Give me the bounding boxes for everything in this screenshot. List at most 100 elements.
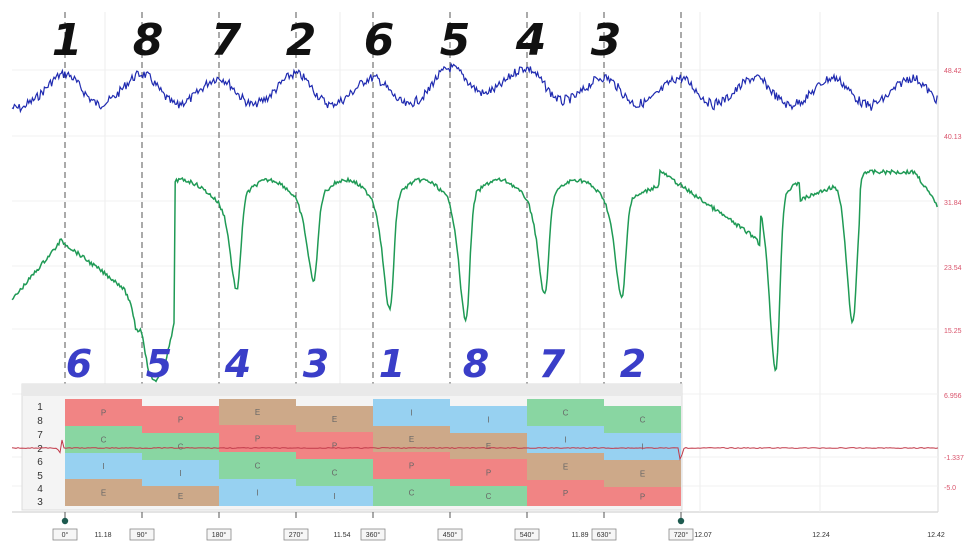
table-cell-letter: E — [101, 489, 106, 498]
cycle-number-mid: 2 — [620, 342, 646, 386]
cycle-number-mid: 4 — [224, 342, 251, 386]
cycle-number-top: 2 — [286, 15, 317, 66]
table-cell-letter: C — [178, 443, 184, 452]
table-row-label: 8 — [37, 416, 43, 427]
table-row-label: 2 — [37, 444, 43, 455]
table-cell — [65, 399, 142, 426]
y-tick-label: 15.25 — [944, 328, 962, 335]
table-cell — [296, 459, 373, 486]
cycle-number-top: 8 — [133, 15, 164, 66]
table-cell-letter: C — [409, 489, 415, 498]
table-cell — [65, 479, 142, 506]
x-tick-box — [514, 528, 540, 541]
x-tick-label: 12.24 — [812, 532, 830, 539]
x-tick-label: 450° — [443, 531, 458, 539]
x-tick-box — [437, 528, 463, 541]
table-row-label: 1 — [37, 402, 43, 413]
cycle-number-mid: 3 — [303, 342, 329, 386]
x-tick-label: 630° — [597, 531, 612, 539]
table-panel-header — [22, 384, 682, 396]
x-tick-label: 12.07 — [694, 532, 712, 539]
table-cell-letter: E — [332, 415, 337, 424]
table-cell — [373, 399, 450, 426]
x-tick-label: 270° — [289, 531, 304, 539]
cycle-number-mid: 1 — [379, 342, 405, 386]
x-tick-label: 90° — [137, 531, 148, 539]
cycle-number-top: 4 — [515, 15, 547, 66]
red-trace-line — [11, 439, 939, 461]
table-cell-letter: E — [178, 492, 183, 501]
x-tick-label: 540° — [520, 531, 535, 539]
cycle-number-top: 6 — [364, 15, 395, 66]
table-row-label: 6 — [37, 457, 43, 468]
table-row-label: 5 — [37, 471, 43, 482]
table-cell — [296, 486, 373, 506]
table-cell — [527, 480, 604, 506]
table-cell-letter: C — [332, 469, 338, 478]
x-tick-label: 11.89 — [572, 532, 589, 539]
x-tick-box — [283, 528, 309, 541]
cycle-number-mid: 7 — [539, 342, 566, 386]
table-cell-letter: I — [410, 409, 412, 418]
table-cell — [219, 452, 296, 479]
x-tick-label: 11.54 — [334, 532, 351, 539]
table-row-label: 4 — [37, 484, 43, 495]
table-cell-letter: E — [409, 435, 414, 444]
cycle-boundary-marker — [677, 517, 685, 525]
cycle-number-mid: 8 — [463, 342, 489, 386]
table-cell-letter: I — [333, 492, 335, 501]
x-tick-box — [360, 528, 386, 541]
table-cell-letter: E — [563, 463, 568, 472]
table-cell — [219, 479, 296, 506]
table-cell — [527, 453, 604, 480]
table-cell-letter: C — [255, 462, 261, 471]
table-cell-letter: E — [486, 442, 491, 451]
cycle-number-top: 7 — [211, 15, 242, 66]
y-tick-label: 48.42 — [944, 68, 962, 75]
table-cell-letter: P — [255, 435, 260, 444]
table-cell — [450, 459, 527, 486]
blue-trace-line — [11, 62, 938, 114]
table-row-label: 7 — [37, 430, 43, 441]
x-tick-box — [591, 528, 617, 541]
table-cell — [450, 433, 527, 459]
x-tick-box — [129, 528, 155, 541]
x-tick-label: 180° — [212, 531, 227, 539]
cycle-number-top: 1 — [52, 15, 83, 66]
table-cell-letter: C — [101, 436, 107, 445]
table-cell-letter: P — [332, 442, 337, 451]
table-cell — [65, 453, 142, 479]
x-tick-label: 11.18 — [95, 532, 112, 539]
x-tick-box — [206, 528, 232, 541]
table-cell — [219, 399, 296, 425]
table-cell-letter: C — [640, 416, 646, 425]
cycle-number-top: 5 — [440, 15, 471, 66]
x-tick-label: 12.42 — [927, 532, 945, 539]
table-cell — [604, 487, 681, 506]
table-cell-letter: I — [179, 469, 181, 478]
y-tick-label: 40.13 — [944, 134, 962, 141]
table-cell-letter: P — [101, 409, 106, 418]
cycle-boundary-marker — [61, 517, 69, 525]
x-tick-box — [52, 528, 78, 541]
y-tick-label: 23.54 — [944, 265, 962, 272]
table-cell — [604, 406, 681, 433]
y-tick-label: 31.84 — [944, 200, 962, 207]
table-cell-letter: I — [487, 416, 489, 425]
table-cell — [373, 452, 450, 479]
table-cell-letter: E — [255, 408, 260, 417]
cycle-number-mid: 5 — [146, 342, 172, 386]
table-cell — [527, 399, 604, 426]
table-cell-letter: P — [640, 493, 645, 502]
y-tick-label: 6.956 — [944, 393, 962, 400]
cycle-number-mid: 6 — [66, 342, 92, 386]
firing-order-table: 1 8 7 2 6 5 4 3 P C I E P C I E E P C I E P C I I E P C I E P C C I E P C I E P — [21, 383, 683, 511]
cycle-number-top: 3 — [591, 15, 622, 66]
table-row-label: 3 — [37, 497, 43, 508]
table-cell-letter: P — [486, 469, 491, 478]
x-tick-label: 720° — [674, 531, 689, 539]
y-tick-label: -1.337 — [944, 455, 964, 462]
table-cell — [604, 460, 681, 487]
x-tick-box — [668, 528, 694, 541]
table-cell — [142, 460, 219, 486]
